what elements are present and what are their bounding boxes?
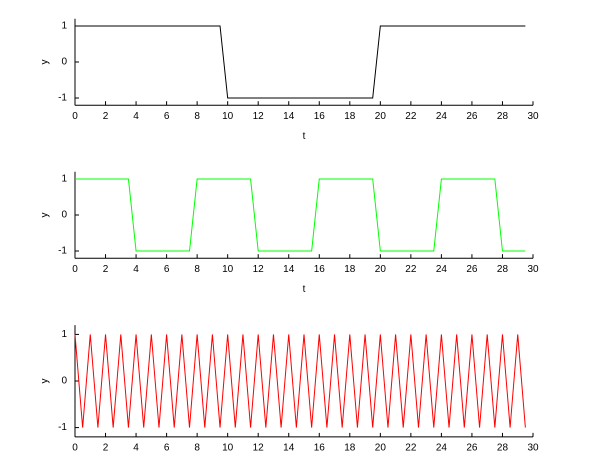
data-line bbox=[75, 25, 526, 99]
x-tick-label: 8 bbox=[194, 443, 200, 454]
y-tick-label: 1 bbox=[61, 21, 67, 32]
x-tick-label: 28 bbox=[497, 264, 509, 275]
x-tick-label: 28 bbox=[497, 443, 509, 454]
x-tick-label: 30 bbox=[527, 111, 539, 122]
y-tick-label: 1 bbox=[61, 329, 67, 340]
x-tick-label: 26 bbox=[466, 264, 478, 275]
x-tick-label: 2 bbox=[103, 264, 109, 275]
x-tick-label: 14 bbox=[283, 443, 295, 454]
x-tick-label: 28 bbox=[497, 111, 509, 122]
x-tick-label: 22 bbox=[405, 264, 417, 275]
x-tick-label: 22 bbox=[405, 443, 417, 454]
x-tick-label: 6 bbox=[164, 111, 170, 122]
x-tick-label: 26 bbox=[466, 111, 478, 122]
x-tick-label: 24 bbox=[436, 264, 448, 275]
x-tick-label: 4 bbox=[133, 111, 139, 122]
y-tick-label: 0 bbox=[61, 376, 67, 387]
data-line bbox=[74, 334, 526, 428]
x-tick-label: 10 bbox=[222, 264, 234, 275]
data-line bbox=[75, 178, 526, 252]
x-tick-label: 8 bbox=[194, 264, 200, 275]
x-tick-label: 10 bbox=[222, 443, 234, 454]
y-axis-label: y bbox=[40, 213, 51, 218]
x-tick-label: 4 bbox=[133, 264, 139, 275]
y-tick-label: -1 bbox=[58, 246, 67, 257]
x-tick-label: 6 bbox=[164, 264, 170, 275]
x-tick-label: 12 bbox=[253, 111, 265, 122]
x-tick-label: 10 bbox=[222, 111, 234, 122]
y-axis-label: y bbox=[40, 379, 51, 384]
y-tick-label: -1 bbox=[58, 93, 67, 104]
x-tick-label: 8 bbox=[194, 111, 200, 122]
x-tick-label: 22 bbox=[405, 111, 417, 122]
x-tick-label: 2 bbox=[103, 443, 109, 454]
x-tick-label: 18 bbox=[344, 264, 356, 275]
x-tick-label: 14 bbox=[283, 111, 295, 122]
x-tick-label: 16 bbox=[314, 111, 326, 122]
x-tick-label: 12 bbox=[253, 443, 265, 454]
x-tick-label: 20 bbox=[375, 443, 387, 454]
x-tick-label: 0 bbox=[72, 443, 78, 454]
x-tick-label: 20 bbox=[375, 264, 387, 275]
x-tick-label: 24 bbox=[436, 443, 448, 454]
x-tick-label: 30 bbox=[527, 443, 539, 454]
x-tick-label: 12 bbox=[253, 264, 265, 275]
x-axis-label: t bbox=[303, 131, 306, 142]
x-tick-label: 14 bbox=[283, 264, 295, 275]
y-tick-label: 0 bbox=[61, 57, 67, 68]
x-tick-label: 0 bbox=[72, 264, 78, 275]
x-tick-label: 4 bbox=[133, 443, 139, 454]
y-tick-label: 0 bbox=[61, 210, 67, 221]
x-tick-label: 30 bbox=[527, 264, 539, 275]
x-tick-label: 6 bbox=[164, 443, 170, 454]
y-axis-label: y bbox=[40, 60, 51, 65]
x-tick-label: 18 bbox=[344, 111, 356, 122]
x-tick-label: 18 bbox=[344, 443, 356, 454]
x-axis-label: t bbox=[303, 284, 306, 295]
x-tick-label: 2 bbox=[103, 111, 109, 122]
y-tick-label: -1 bbox=[58, 422, 67, 433]
x-tick-label: 20 bbox=[375, 111, 387, 122]
x-tick-label: 24 bbox=[436, 111, 448, 122]
x-tick-label: 16 bbox=[314, 264, 326, 275]
x-tick-label: 16 bbox=[314, 443, 326, 454]
y-tick-label: 1 bbox=[61, 174, 67, 185]
x-tick-label: 0 bbox=[72, 111, 78, 122]
x-tick-label: 26 bbox=[466, 443, 478, 454]
